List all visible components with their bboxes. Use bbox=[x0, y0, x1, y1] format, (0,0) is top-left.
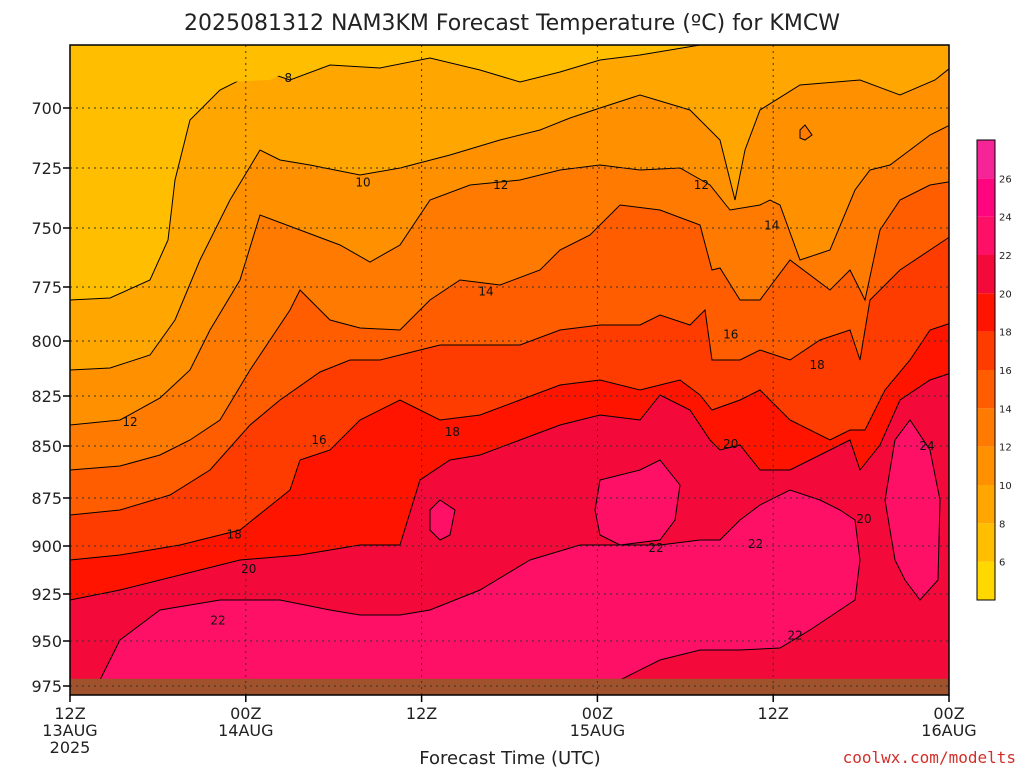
x-axis-label: Forecast Time (UTC) bbox=[419, 748, 600, 768]
contour-label-0: 8 bbox=[284, 71, 292, 85]
y-tick-label-750: 750 bbox=[31, 219, 62, 238]
y-tick-label-900: 900 bbox=[31, 537, 62, 556]
contour-label-7: 18 bbox=[810, 358, 825, 372]
colorbar-label-22: 22 bbox=[999, 251, 1012, 262]
x-tick-label-3-1: 00Z bbox=[582, 704, 613, 723]
contour-label-12: 24 bbox=[919, 439, 934, 453]
colorbar-segment-5 bbox=[977, 370, 995, 409]
y-tick-label-800: 800 bbox=[31, 332, 62, 351]
colorbar-label-16: 16 bbox=[999, 366, 1012, 377]
colorbar-segment-8 bbox=[977, 255, 995, 294]
colorbar-label-8: 8 bbox=[999, 519, 1005, 530]
colorbar-label-24: 24 bbox=[999, 213, 1012, 224]
colorbar-label-18: 18 bbox=[999, 328, 1012, 339]
colorbar-segment-1 bbox=[977, 523, 995, 562]
ground-surface bbox=[70, 678, 949, 695]
colorbar-frame bbox=[976, 139, 996, 601]
chart-title: 2025081312 NAM3KM Forecast Temperature (… bbox=[184, 11, 840, 36]
contour-label-3: 12 bbox=[694, 178, 709, 192]
y-tick-label-950: 950 bbox=[31, 632, 62, 651]
contour-label-6: 16 bbox=[723, 328, 738, 342]
contour-label-1: 10 bbox=[355, 175, 370, 189]
colorbar-segment-0 bbox=[977, 561, 995, 600]
x-tick-label-5-1: 00Z bbox=[933, 704, 964, 723]
y-tick-label-825: 825 bbox=[31, 387, 62, 406]
temperature-band-24-east bbox=[884, 419, 941, 601]
contour-label-18: 22 bbox=[210, 613, 225, 627]
colorbar-segment-7 bbox=[977, 293, 995, 332]
y-tick-label-875: 875 bbox=[31, 489, 62, 508]
contour-label-15: 22 bbox=[648, 541, 663, 555]
x-tick-label-1-1: 00Z bbox=[230, 704, 261, 723]
colorbar-segment-4 bbox=[977, 408, 995, 447]
temperature-pocket-12 bbox=[799, 124, 813, 141]
x-tick-label-1-2: 14AUG bbox=[218, 721, 273, 740]
x-tick-label-3-2: 15AUG bbox=[570, 721, 625, 740]
x-tick-label-2-1: 12Z bbox=[406, 704, 437, 723]
temperature-band-24 bbox=[70, 489, 884, 695]
contour-label-17: 20 bbox=[241, 562, 256, 576]
colorbar-segment-3 bbox=[977, 446, 995, 485]
y-tick-label-850: 850 bbox=[31, 437, 62, 456]
colorbar-label-20: 20 bbox=[999, 289, 1012, 300]
temperature-pocket-22-a bbox=[594, 459, 681, 546]
y-tick-label-725: 725 bbox=[31, 159, 62, 178]
colorbar-segment-11 bbox=[977, 140, 995, 179]
contour-label-13: 20 bbox=[856, 512, 871, 526]
x-tick-label-0-3: 2025 bbox=[50, 738, 91, 757]
y-tick-label-925: 925 bbox=[31, 585, 62, 604]
contour-label-5: 14 bbox=[478, 284, 493, 298]
y-tick-label-700: 700 bbox=[31, 99, 62, 118]
x-tick-label-4-1: 12Z bbox=[758, 704, 789, 723]
colorbar-segment-9 bbox=[977, 216, 995, 255]
x-tick-label-0-2: 13AUG bbox=[42, 721, 97, 740]
contour-label-14: 18 bbox=[226, 527, 241, 541]
y-tick-label-975: 975 bbox=[31, 677, 62, 696]
contour-label-11: 20 bbox=[723, 437, 738, 451]
contour-label-19: 22 bbox=[788, 628, 803, 642]
colorbar-label-6: 6 bbox=[999, 558, 1005, 569]
temperature-band-8-cold bbox=[70, 45, 360, 285]
x-tick-label-5-2: 16AUG bbox=[921, 721, 976, 740]
contour-label-10: 18 bbox=[445, 425, 460, 439]
colorbar-label-12: 12 bbox=[999, 443, 1012, 454]
contour-label-2: 12 bbox=[493, 178, 508, 192]
x-tick-label-0-1: 12Z bbox=[54, 704, 85, 723]
temperature-contour-bands bbox=[70, 45, 949, 695]
colorbar-label-26: 26 bbox=[999, 174, 1012, 185]
contour-label-9: 16 bbox=[311, 433, 326, 447]
plot-frame bbox=[69, 44, 950, 696]
y-axis: 700 725 750 775 800 825 850 875 900 925 950 975 bbox=[31, 99, 70, 696]
contour-label-16: 22 bbox=[748, 537, 763, 551]
colorbar-segment-2 bbox=[977, 485, 995, 524]
temperature-pocket-22-b bbox=[429, 499, 456, 541]
y-tick-label-775: 775 bbox=[31, 278, 62, 297]
colorbar-label-10: 10 bbox=[999, 481, 1012, 492]
colorbar-label-14: 14 bbox=[999, 404, 1012, 415]
credit-text: coolwx.com/modelts bbox=[843, 748, 1016, 767]
contour-labels: 8 10 12 12 14 14 16 18 12 16 18 20 24 20 18 22 22 20 22 22 bbox=[122, 71, 934, 643]
colorbar: 6 8 10 12 14 16 18 20 22 24 26 bbox=[976, 139, 1012, 601]
contour-label-4: 14 bbox=[764, 219, 779, 233]
contour-label-8: 12 bbox=[122, 415, 137, 429]
colorbar-segment-6 bbox=[977, 331, 995, 370]
colorbar-segment-10 bbox=[977, 178, 995, 217]
